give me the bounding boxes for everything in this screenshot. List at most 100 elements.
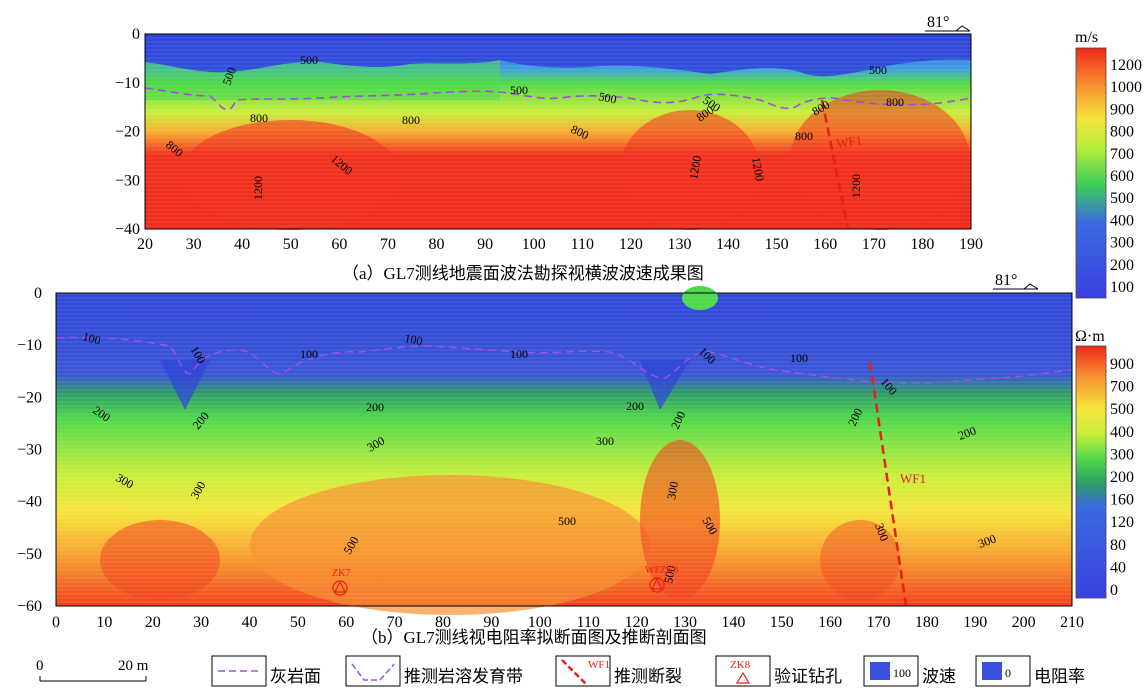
panel-b-x-tick: 60 [338, 614, 354, 631]
panel-a-contour-label: 1200 [749, 156, 767, 182]
colorbar-a-label: 1000 [1110, 79, 1142, 96]
panel-b-fault-label: WF1 [900, 471, 926, 486]
panel-a-contour-label: 800 [250, 111, 268, 125]
panel-b-contour-label: 100 [790, 351, 808, 365]
panel-b-y-tick: −20 [17, 389, 42, 406]
panel-a-x-tick: 50 [283, 236, 299, 253]
borehole-wfzk8-label: WFZK8 [645, 565, 678, 576]
legend-velocity-label: 波速 [922, 667, 956, 686]
panel-b-y-tick: −60 [17, 598, 42, 615]
colorbar-b-label: 80 [1110, 537, 1126, 554]
panel-a-x-tick: 90 [477, 236, 493, 253]
panel-a-x-tick: 20 [137, 236, 153, 253]
panel-b-contour-label: 200 [956, 424, 978, 443]
colorbar-b-label: 500 [1110, 401, 1134, 418]
panel-b-contour-label: 100 [403, 331, 423, 348]
legend-limestone-label: 灰岩面 [270, 667, 321, 686]
legend-resistivity-label: 电阻率 [1034, 667, 1085, 686]
panel-a-contour-label: 500 [869, 63, 887, 77]
colorbar-a-unit: m/s [1075, 29, 1098, 46]
legend-fault-sample: WF1 [588, 659, 610, 671]
legend-fault-label: 推测断裂 [614, 667, 682, 686]
panel-a-x-tick: 40 [234, 236, 250, 253]
panel-b-x-tick: 90 [483, 614, 499, 631]
panel-b-x-tick: 120 [625, 614, 649, 631]
panel-b-x-tick: 80 [435, 614, 451, 631]
colorbar-a-label: 200 [1110, 257, 1134, 274]
panel-a-x-ticks: 20 30 40 50 60 70 80 90 100 110 120 130 140 150 160 170… [137, 236, 983, 253]
panel-b-x-tick: 30 [193, 614, 209, 631]
colorbar-a-label: 400 [1110, 212, 1134, 229]
colorbar-a-labels: 1200 1000 900 800 700 600 500 400 300 200 100 [1110, 57, 1142, 296]
panel-b-x-tick: 70 [387, 614, 403, 631]
scale-end: 20 m [118, 658, 149, 674]
panel-b-contour-label: 100 [300, 347, 318, 361]
panel-b-y-tick: −10 [17, 337, 42, 354]
panel-b-x-tick: 40 [242, 614, 258, 631]
panel-b-contour-label: 200 [668, 409, 688, 431]
panel-b-contour-label: 500 [558, 514, 576, 528]
colorbar-a-label: 600 [1110, 168, 1134, 185]
panel-a-y-tick: 0 [132, 26, 140, 43]
panel-a-contour-label: 500 [597, 89, 618, 106]
panel-a-y-ticks: 0 −10 −20 −30 −40 [115, 26, 140, 238]
panel-b-x-tick: 0 [52, 614, 60, 631]
panel-b-contour-label: 300 [664, 480, 681, 500]
legend-karst-label: 推测岩溶发育带 [404, 667, 523, 686]
panel-b-contour-label: 200 [626, 399, 644, 413]
panel-b-x-tick: 200 [1012, 614, 1036, 631]
panel-b-x-tick: 50 [290, 614, 306, 631]
colorbar-a-label: 300 [1110, 235, 1134, 252]
borehole-wfzk8-icon [649, 577, 665, 593]
panel-b-x-tick: 150 [770, 614, 794, 631]
panel-b-x-tick: 130 [673, 614, 697, 631]
panel-b-x-tick: 100 [528, 614, 552, 631]
panel-b-contour-label: 100 [510, 347, 528, 361]
panel-a-x-tick: 60 [331, 236, 347, 253]
legend [39, 655, 1031, 687]
legend-resistivity-sample: 0 [1005, 666, 1011, 680]
colorbar-b-label: 120 [1110, 514, 1134, 531]
panel-a-x-tick: 160 [813, 236, 837, 253]
panel-b-x-tick: 190 [963, 614, 987, 631]
panel-b-x-tick: 140 [721, 614, 745, 631]
panel-a-x-tick: 180 [910, 236, 934, 253]
panel-a-x-tick: 120 [619, 236, 643, 253]
colorbar-b-label: 700 [1110, 379, 1134, 396]
borehole-zk7-label: ZK7 [332, 568, 350, 579]
panel-a-y-tick: −30 [115, 172, 140, 189]
colorbar-a-label: 700 [1110, 146, 1134, 163]
panel-b-y-tick: 0 [34, 285, 42, 302]
panel-b-x-tick: 20 [145, 614, 161, 631]
legend-velocity-sample: 100 [893, 666, 911, 680]
panel-a-fault-label: WF1 [835, 132, 863, 150]
borehole-zk7-icon [332, 580, 348, 596]
colorbar-b-label: 40 [1110, 559, 1126, 576]
panel-a-x-tick: 100 [522, 236, 546, 253]
panel-a-x-tick: 170 [862, 236, 886, 253]
panel-a-dip: 81° [927, 14, 949, 31]
colorbar-a-label: 1200 [1110, 57, 1142, 74]
panel-a-y-tick: −20 [115, 124, 140, 141]
panel-a-contour-label: 1200 [849, 174, 863, 198]
colorbar-b [1075, 345, 1107, 599]
panel-b-x-tick: 10 [96, 614, 112, 631]
panel-b-contour-label: 500 [661, 564, 678, 584]
panel-b-contour-label: 200 [845, 406, 865, 428]
panel-b-y-tick: −30 [17, 442, 42, 459]
colorbar-b-label: 900 [1110, 356, 1134, 373]
colorbar-a-label: 800 [1110, 124, 1134, 141]
panel-b-dip: 81° [995, 272, 1017, 289]
colorbar-b-unit: Ω·m [1075, 328, 1105, 345]
panel-a-contour-label: 500 [220, 65, 239, 87]
colorbar-a-label: 900 [1110, 101, 1134, 118]
panel-b-caption: （b）GL7测线视电阻率拟断面图及推断剖面图 [361, 628, 707, 647]
panel-b-contour-label: 200 [366, 400, 384, 414]
panel-a-contour-label: 800 [402, 113, 420, 127]
panel-a-y-tick: −40 [115, 221, 140, 238]
panel-b-x-tick: 180 [915, 614, 939, 631]
panel-a-caption: （a）GL7测线地震面波法勘探视横波波速成果图 [342, 264, 704, 283]
